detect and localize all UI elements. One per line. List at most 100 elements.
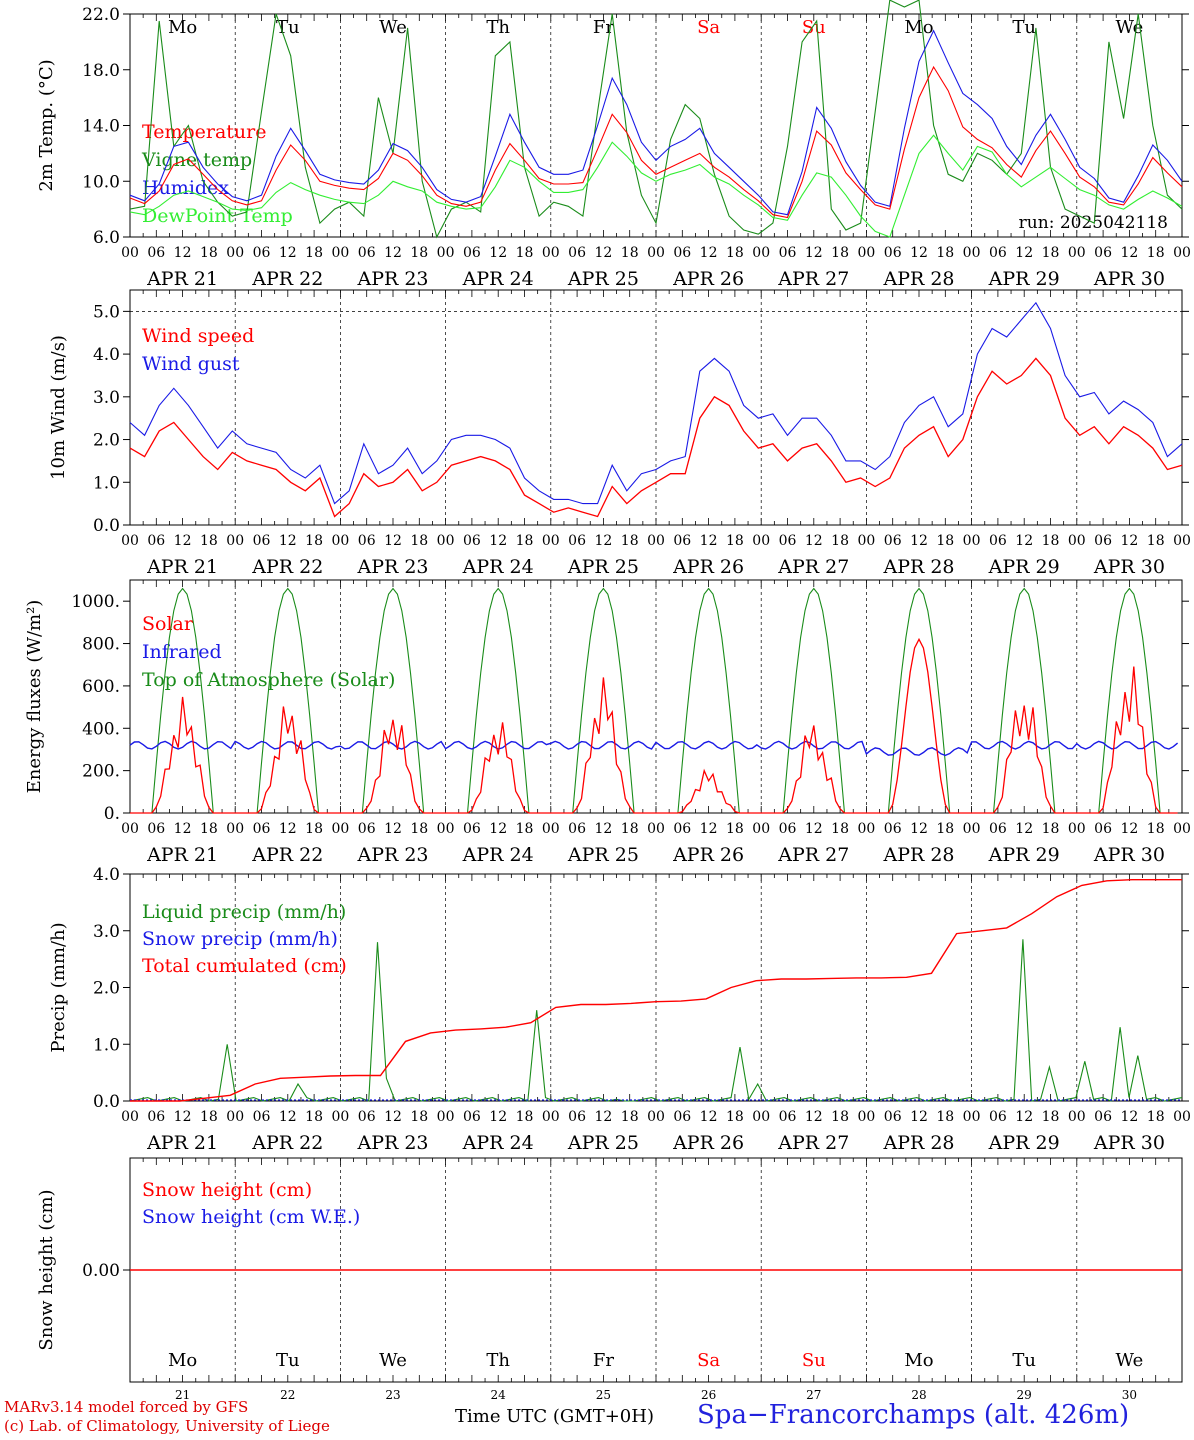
y-tick-label: 14.0 <box>82 117 120 137</box>
hour-tick-label: 00 <box>963 821 981 837</box>
weekday-label: Mo <box>904 17 933 38</box>
hour-tick-label: 06 <box>673 1109 691 1125</box>
date-label: APR 27 <box>777 268 849 290</box>
legend-entry: Snow height (cm W.E.) <box>142 1206 360 1228</box>
hour-tick-label: 00 <box>331 1109 349 1125</box>
date-label: APR 24 <box>462 268 534 290</box>
hour-tick-label: 06 <box>673 533 691 549</box>
footer-credits: MARv3.14 model forced by GFS (c) Lab. of… <box>4 1398 330 1436</box>
date-label: APR 28 <box>882 268 954 290</box>
hour-tick-label: 06 <box>989 245 1007 261</box>
panel-1: 2m Temp. (°C) 6.0 10.0 14.0 18.0 22.0 00 06 12 18… <box>36 5 1191 290</box>
hour-tick-label: 12 <box>174 245 192 261</box>
hour-tick-label: 12 <box>805 1109 823 1125</box>
hour-tick-label: 00 <box>542 533 560 549</box>
day-number-label: 21 <box>175 1388 190 1402</box>
hour-tick-label: 18 <box>305 821 323 837</box>
day-number-label: 25 <box>596 1388 611 1402</box>
y-tick-label: 400. <box>82 719 120 739</box>
hour-tick-label: 12 <box>805 533 823 549</box>
series-toa-solar <box>130 587 1178 814</box>
hour-tick-label: 06 <box>147 821 165 837</box>
y-tick-label: 1000. <box>71 592 120 612</box>
hour-tick-label: 06 <box>358 821 376 837</box>
legend-entry: DewPoint Temp <box>142 205 293 227</box>
weekday-label: Mo <box>168 1350 197 1371</box>
hour-tick-label: 00 <box>857 533 875 549</box>
date-label: APR 28 <box>882 1132 954 1154</box>
hour-tick-label: 18 <box>936 533 954 549</box>
hour-tick-label: 06 <box>989 533 1007 549</box>
hour-tick-label: 06 <box>358 533 376 549</box>
hour-tick-label: 06 <box>884 533 902 549</box>
hour-tick-label: 06 <box>253 821 271 837</box>
hour-tick-label: 06 <box>779 245 797 261</box>
weekday-label: Su <box>802 17 826 38</box>
date-label: APR 23 <box>356 268 428 290</box>
hour-tick-label: 12 <box>384 821 402 837</box>
legend-entry: Wind gust <box>142 353 240 375</box>
hour-tick-label: 18 <box>621 821 639 837</box>
y-tick-label: 0.0 <box>93 516 120 536</box>
day-number-label: 29 <box>1017 1388 1032 1402</box>
hour-tick-label: 00 <box>226 245 244 261</box>
series-total-cumulated <box>130 879 1182 1102</box>
hour-tick-label: 00 <box>1173 1109 1191 1125</box>
hour-tick-label: 06 <box>253 533 271 549</box>
y-tick-label: 18.0 <box>82 61 120 81</box>
date-label: APR 26 <box>672 268 744 290</box>
hour-tick-label: 12 <box>594 533 612 549</box>
legend-entry: Liquid precip (mm/h) <box>142 901 346 923</box>
date-label: APR 28 <box>882 556 954 578</box>
hour-tick-label: 00 <box>752 821 770 837</box>
hour-tick-label: 12 <box>594 1109 612 1125</box>
weekday-label: Mo <box>168 17 197 38</box>
date-label: APR 27 <box>777 844 849 866</box>
hour-tick-label: 18 <box>410 821 428 837</box>
hour-tick-label: 12 <box>1015 245 1033 261</box>
hour-tick-label: 00 <box>647 821 665 837</box>
hour-tick-label: 00 <box>963 1109 981 1125</box>
hour-tick-label: 00 <box>857 245 875 261</box>
date-label: APR 21 <box>146 844 218 866</box>
series-infrared <box>129 740 1179 757</box>
legend-entry: Top of Atmosphere (Solar) <box>142 669 395 691</box>
legend-entry: Snow height (cm) <box>142 1179 312 1201</box>
date-label: APR 26 <box>672 844 744 866</box>
hour-tick-label: 12 <box>700 245 718 261</box>
hour-tick-label: 06 <box>884 245 902 261</box>
hour-tick-label: 06 <box>463 245 481 261</box>
hour-tick-label: 00 <box>1068 1109 1086 1125</box>
hour-tick-label: 00 <box>963 245 981 261</box>
series-humidex <box>129 29 1183 216</box>
hour-tick-label: 18 <box>1147 533 1165 549</box>
y-tick-label: 2.0 <box>93 431 120 451</box>
hour-tick-label: 12 <box>1015 1109 1033 1125</box>
weekday-label: We <box>1116 1350 1144 1371</box>
hour-tick-label: 12 <box>174 533 192 549</box>
hour-tick-label: 12 <box>1015 533 1033 549</box>
y-tick-label: 3.0 <box>93 922 120 942</box>
hour-tick-label: 12 <box>594 245 612 261</box>
hour-tick-label: 00 <box>1068 821 1086 837</box>
hour-tick-label: 12 <box>910 1109 928 1125</box>
hour-tick-label: 06 <box>463 533 481 549</box>
date-label: APR 22 <box>251 268 323 290</box>
hour-tick-label: 18 <box>726 245 744 261</box>
hour-tick-label: 00 <box>121 533 139 549</box>
hour-tick-label: 18 <box>516 533 534 549</box>
hour-tick-label: 06 <box>253 1109 271 1125</box>
series-dewpoint-temp <box>129 134 1183 238</box>
y-axis-label: Precip (mm/h) <box>48 922 69 1052</box>
hour-tick-label: 18 <box>200 533 218 549</box>
date-label: APR 27 <box>777 556 849 578</box>
hour-tick-label: 06 <box>568 1109 586 1125</box>
hour-tick-label: 00 <box>752 533 770 549</box>
day-number-label: 24 <box>491 1388 507 1402</box>
hour-tick-label: 00 <box>331 245 349 261</box>
hour-tick-label: 00 <box>121 1109 139 1125</box>
hour-tick-label: 00 <box>752 245 770 261</box>
date-label: APR 29 <box>988 1132 1060 1154</box>
hour-tick-label: 12 <box>910 533 928 549</box>
